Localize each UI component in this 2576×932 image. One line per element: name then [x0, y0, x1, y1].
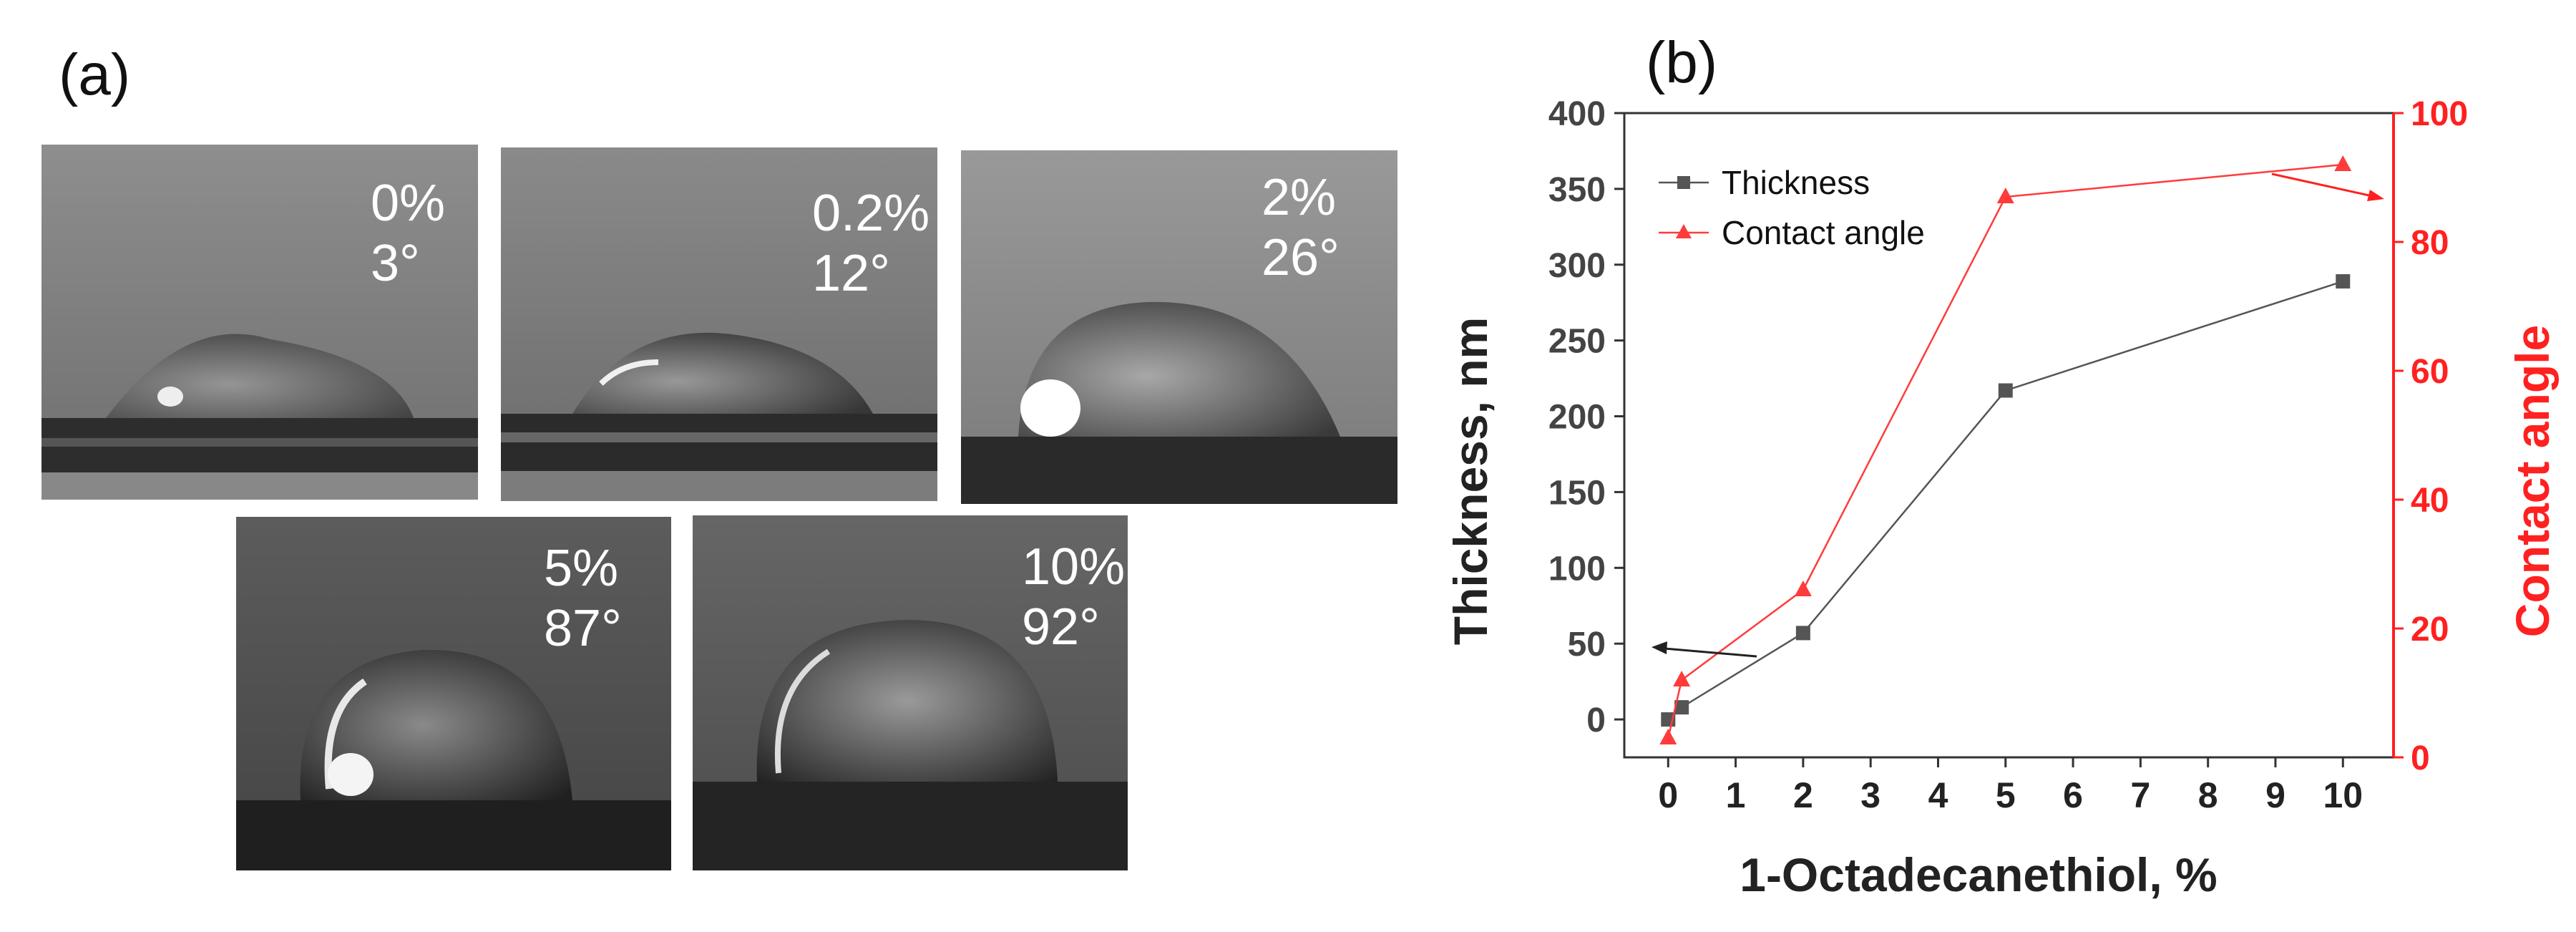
droplet-image-3 — [236, 517, 671, 870]
x-tick-label: 5 — [1996, 775, 2016, 815]
chart-annotations — [1652, 173, 2384, 658]
photo-1-angle: 12° — [812, 245, 890, 302]
thickness-axis-arrow — [1656, 646, 1757, 658]
chart-series — [1659, 155, 2352, 744]
y2-tick-label: 0 — [2411, 739, 2430, 777]
y-tick-label: 300 — [1548, 247, 1606, 285]
droplet-photo-2: 2% 26° — [961, 150, 1397, 504]
photo-2-label: 2% 26° — [1262, 168, 1340, 288]
thickness-point — [1998, 383, 2013, 398]
x-tick-label: 4 — [1928, 775, 1948, 815]
x-tick-label: 8 — [2198, 775, 2218, 815]
photo-4-concentration: 10% — [1022, 538, 1126, 596]
contact-angle-point — [1673, 671, 1691, 686]
photo-3-concentration: 5% — [544, 540, 619, 597]
y-tick-label: 0 — [1586, 702, 1606, 739]
contact-angle-point — [1794, 581, 1812, 596]
x-tick-label: 3 — [1860, 775, 1880, 815]
x-tick-label: 0 — [1658, 775, 1678, 815]
y2-tick-label: 60 — [2411, 353, 2449, 391]
photo-0-concentration: 0% — [371, 175, 446, 232]
y-tick-label: 350 — [1548, 171, 1606, 209]
x-tick-label: 6 — [2063, 775, 2083, 815]
y-tick-label: 150 — [1548, 474, 1606, 512]
y2-tick-label: 20 — [2411, 611, 2449, 649]
photo-0-label: 0% 3° — [371, 173, 445, 293]
photo-1-label: 0.2% 12° — [812, 183, 930, 304]
thickness-point — [1795, 626, 1810, 641]
contact-angle-axis-arrow — [2271, 173, 2376, 198]
droplet-image-0 — [42, 145, 478, 500]
thickness-point — [2336, 274, 2351, 289]
x-tick-label: 2 — [1793, 775, 1813, 815]
panel-b-label: (b) — [1646, 30, 1717, 95]
contact-angle-axis-arrowhead — [2367, 190, 2384, 201]
droplet-photo-0: 0% 3° — [42, 145, 478, 500]
y-tick-label: 50 — [1568, 626, 1606, 664]
droplet-image-1 — [501, 147, 937, 501]
x-tick-label: 7 — [2130, 775, 2150, 815]
photo-4-angle: 92° — [1022, 598, 1100, 656]
chart-ticks: 0 1 2 3 4 5 6 7 8 9 100501001502002503003504000204… — [1548, 95, 2468, 815]
x-tick-label: 1 — [1726, 775, 1746, 815]
legend-marker-triangle — [1676, 224, 1692, 238]
y-axis-label: Thickness, nm — [1444, 317, 1497, 646]
contact-angle-point — [1659, 729, 1677, 744]
thickness-line — [1667, 280, 2343, 720]
panel-a-label: (a) — [59, 42, 131, 107]
droplet-image-2 — [961, 150, 1397, 504]
y2-tick-label: 100 — [2411, 95, 2468, 133]
droplet-photo-3: 5% 87° — [236, 517, 671, 870]
legend-label: Contact angle — [1722, 214, 1925, 251]
plot-frame — [1623, 112, 2395, 759]
photo-3-label: 5% 87° — [544, 538, 622, 659]
y2-tick-label: 80 — [2411, 224, 2449, 262]
chart-axes — [1623, 112, 2395, 759]
legend-marker-square — [1677, 176, 1690, 189]
x-axis-label: 1-Octadecanethiol, % — [1740, 848, 2218, 901]
thickness-point — [1674, 700, 1689, 715]
photo-2-angle: 26° — [1262, 229, 1340, 286]
y-tick-label: 400 — [1548, 95, 1606, 133]
photo-4-label: 10% 92° — [1022, 537, 1125, 657]
droplet-image-4 — [693, 515, 1128, 870]
y-tick-label: 100 — [1548, 550, 1606, 588]
thickness-axis-arrowhead — [1652, 641, 1667, 654]
contact-angle-point — [2334, 155, 2352, 171]
droplet-photo-1: 0.2% 12° — [501, 147, 937, 501]
y2-axis-label: Contact angle — [2506, 325, 2559, 637]
y2-tick-label: 40 — [2411, 482, 2449, 520]
x-tick-label: 9 — [2265, 775, 2285, 815]
photo-3-angle: 87° — [544, 600, 622, 657]
droplet-photo-4: 10% 92° — [693, 515, 1128, 870]
y-tick-label: 250 — [1548, 323, 1606, 361]
photo-1-concentration: 0.2% — [812, 185, 930, 242]
photo-2-concentration: 2% — [1262, 169, 1337, 226]
contact-angle-point — [1996, 188, 2014, 203]
chart-legend: Thickness Contact angle — [1659, 164, 1925, 251]
thickness-contact-angle-chart: (b) 0 1 2 3 4 5 6 7 8 9 10050100150200250300350400… — [1444, 30, 2559, 901]
x-tick-label: 10 — [2323, 775, 2363, 815]
photo-0-angle: 3° — [371, 235, 420, 292]
legend-label: Thickness — [1722, 164, 1870, 201]
y-tick-label: 200 — [1548, 399, 1606, 437]
